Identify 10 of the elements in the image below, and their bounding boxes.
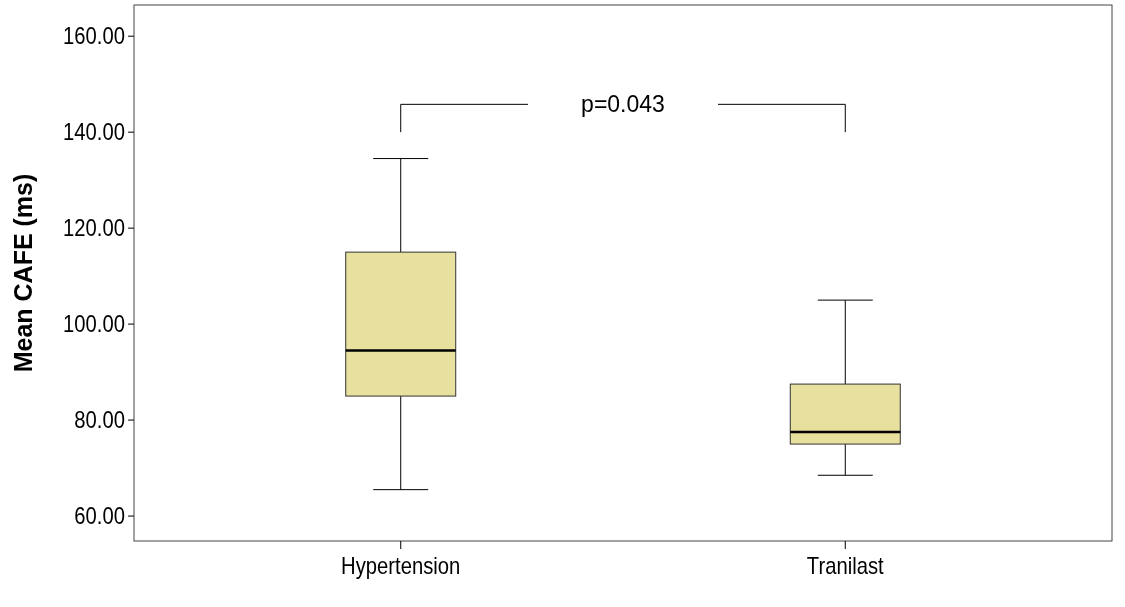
y-tick-label: 140.00 — [63, 118, 125, 146]
y-axis-title: Mean CAFE (ms) — [9, 173, 37, 373]
y-tick-label: 100.00 — [63, 310, 125, 338]
y-tick-label: 80.00 — [74, 406, 125, 434]
x-tick-label: Tranilast — [806, 552, 884, 580]
y-tick-label: 160.00 — [63, 23, 125, 50]
y-tick-label: 60.00 — [74, 502, 125, 530]
x-tick-label: Hypertension — [341, 552, 461, 580]
annotation: p=0.043 — [581, 91, 665, 118]
y-tick-label: 120.00 — [63, 214, 125, 242]
